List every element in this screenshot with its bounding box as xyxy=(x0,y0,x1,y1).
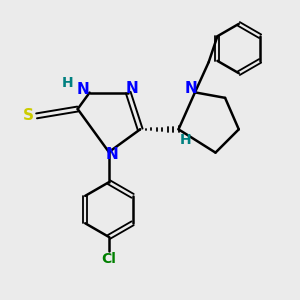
Text: N: N xyxy=(126,81,139,96)
Text: H: H xyxy=(180,133,191,147)
Text: H: H xyxy=(62,76,74,90)
Text: S: S xyxy=(23,108,34,123)
Text: N: N xyxy=(184,81,197,96)
Text: N: N xyxy=(105,147,118,162)
Text: Cl: Cl xyxy=(101,252,116,266)
Text: N: N xyxy=(76,82,89,98)
